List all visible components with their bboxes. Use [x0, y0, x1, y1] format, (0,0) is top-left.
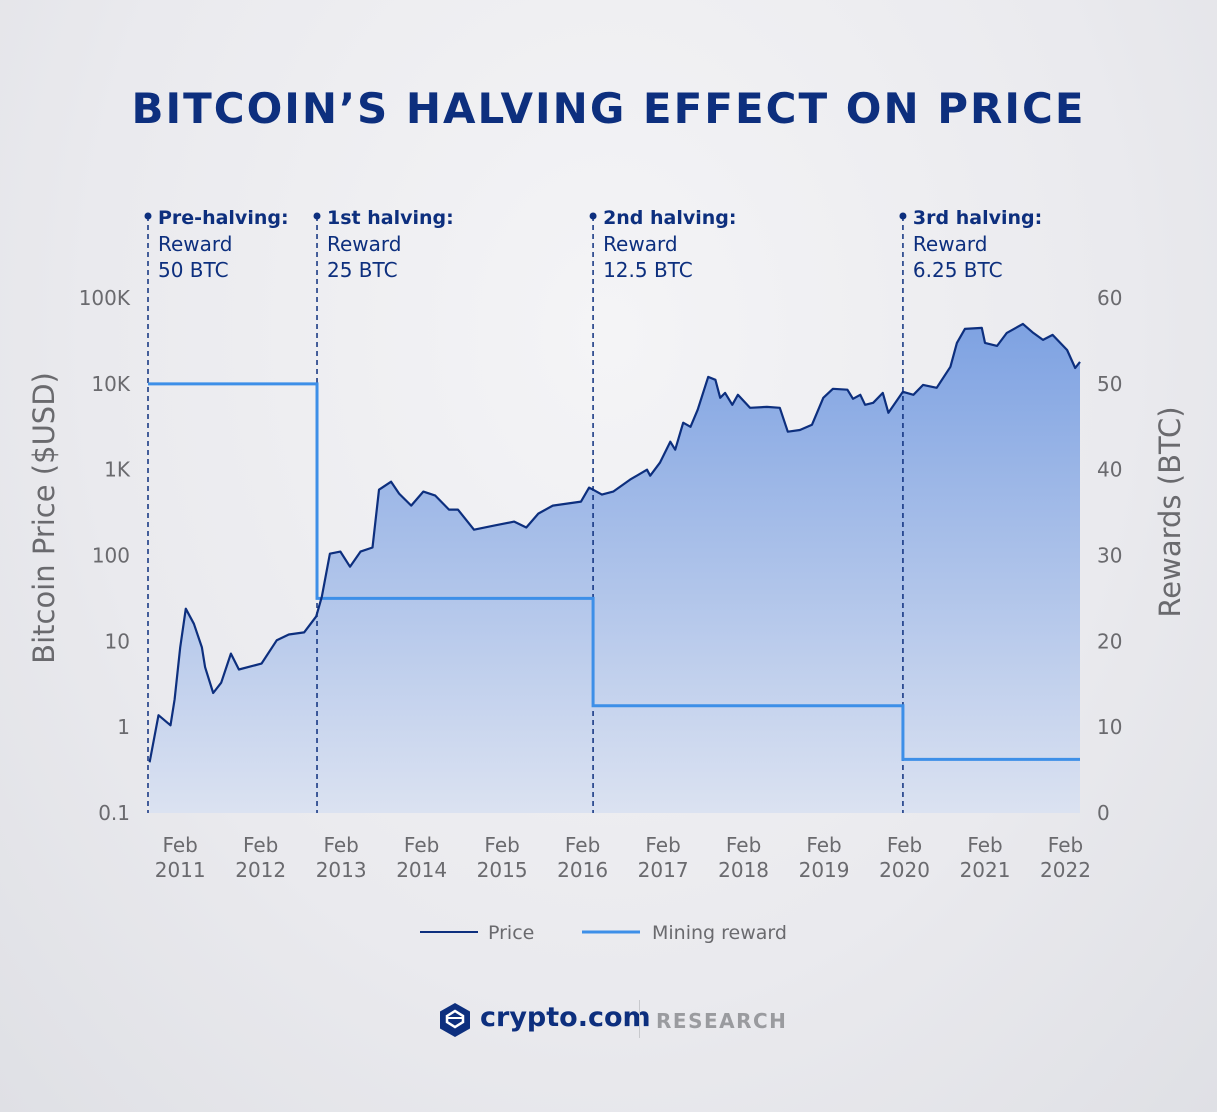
- y2-tick-label: 50: [1097, 372, 1122, 396]
- y-tick-label: 0.1: [98, 801, 130, 825]
- x-tick-month: Feb: [162, 833, 197, 857]
- x-tick-year: 2014: [396, 858, 447, 882]
- annotation-line1: Reward: [913, 232, 987, 256]
- y2-tick-label: 0: [1097, 801, 1110, 825]
- annotation-line2: 6.25 BTC: [913, 258, 1003, 282]
- price-area: [149, 323, 1081, 813]
- halving-marker: [899, 212, 907, 220]
- legend: Price Mining reward: [420, 922, 787, 944]
- y2-tick-label: 60: [1097, 286, 1122, 310]
- price-line: [148, 322, 1081, 763]
- chart-title: BITCOIN’S HALVING EFFECT ON PRICE: [131, 84, 1086, 133]
- x-tick-month: Feb: [243, 833, 278, 857]
- x-tick-month: Feb: [887, 833, 922, 857]
- y2-axis-label: Rewards (BTC): [1153, 406, 1187, 617]
- x-tick-year: 2021: [960, 858, 1011, 882]
- annotation-line1: Reward: [603, 232, 677, 256]
- x-tick-month: Feb: [806, 833, 841, 857]
- halving-marker: [144, 212, 152, 220]
- x-tick-year: 2019: [799, 858, 850, 882]
- x-tick-year: 2012: [235, 858, 286, 882]
- footer-divider: [639, 1000, 640, 1038]
- x-tick-year: 2016: [557, 858, 608, 882]
- x-tick-year: 2017: [638, 858, 689, 882]
- annotation-heading: 1st halving:: [327, 207, 454, 229]
- y2-tick-label: 40: [1097, 458, 1122, 482]
- y-tick-label: 100: [92, 544, 130, 568]
- annotation-line2: 25 BTC: [327, 258, 398, 282]
- x-tick-year: 2022: [1040, 858, 1091, 882]
- x-tick-month: Feb: [1048, 833, 1083, 857]
- annotation-line1: Reward: [327, 232, 401, 256]
- y-tick-label: 1K: [104, 458, 131, 482]
- halving-marker: [313, 212, 321, 220]
- x-tick-year: 2013: [316, 858, 367, 882]
- annotation-line2: 12.5 BTC: [603, 258, 693, 282]
- x-tick-year: 2020: [879, 858, 930, 882]
- x-tick-year: 2011: [155, 858, 206, 882]
- mining-reward-line: [148, 382, 1080, 761]
- annotation-heading: Pre-halving:: [158, 207, 289, 229]
- x-tick-month: Feb: [484, 833, 519, 857]
- x-tick-year: 2018: [718, 858, 769, 882]
- x-tick-month: Feb: [323, 833, 358, 857]
- y2-tick-label: 10: [1097, 715, 1122, 739]
- legend-reward-label: Mining reward: [652, 922, 787, 944]
- crypto-com-logo-icon: [440, 1003, 470, 1037]
- legend-price-label: Price: [488, 922, 534, 944]
- y-tick-label: 1: [117, 715, 130, 739]
- x-tick-year: 2015: [477, 858, 528, 882]
- annotation-heading: 2nd halving:: [603, 207, 736, 229]
- x-tick-month: Feb: [404, 833, 439, 857]
- y-tick-label: 100K: [79, 286, 131, 310]
- y-tick-label: 10K: [91, 372, 130, 396]
- annotation-heading: 3rd halving:: [913, 207, 1042, 229]
- annotation-line2: 50 BTC: [158, 258, 229, 282]
- x-tick-month: Feb: [726, 833, 761, 857]
- y2-tick-label: 20: [1097, 629, 1122, 653]
- x-tick-month: Feb: [645, 833, 680, 857]
- y2-tick-label: 30: [1097, 544, 1122, 568]
- halving-marker: [589, 212, 597, 220]
- x-tick-month: Feb: [565, 833, 600, 857]
- y-tick-label: 10: [105, 629, 130, 653]
- division-label: RESEARCH: [656, 1009, 788, 1033]
- y-axis-label: Bitcoin Price ($USD): [27, 372, 61, 664]
- brand-name: crypto.com: [480, 1002, 651, 1033]
- x-tick-month: Feb: [967, 833, 1002, 857]
- annotation-line1: Reward: [158, 232, 232, 256]
